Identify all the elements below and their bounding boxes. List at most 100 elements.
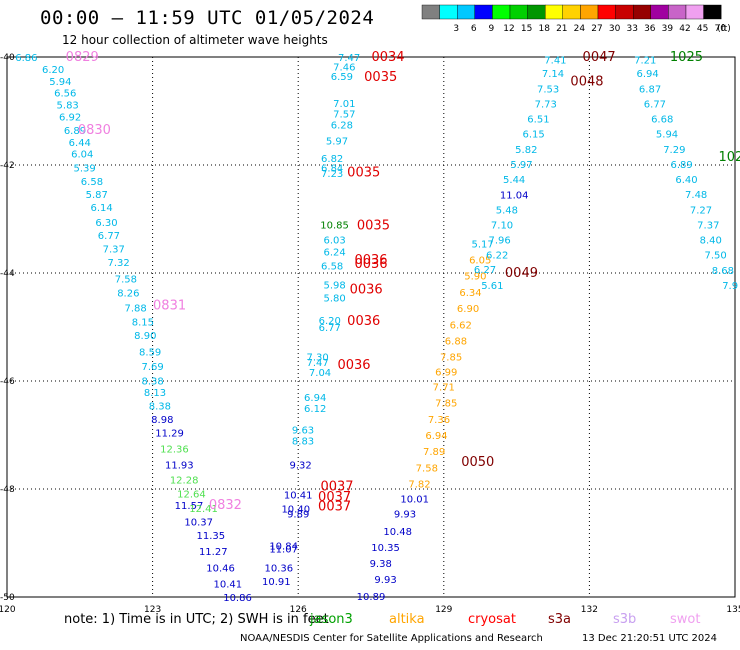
legend-swatch [545,4,564,20]
wave-height-point: 7.46 [333,63,355,74]
wave-height-point: 5.39 [74,164,96,175]
data-points: 6.866.205.946.565.836.926.896.446.045.39… [15,50,740,604]
y-tick-label: -40 [0,53,15,63]
wave-height-point: 10.41 [214,580,243,591]
x-tick-label: 129 [435,605,452,615]
legend-swatch [527,4,546,20]
wave-height-point: 12.36 [160,445,189,456]
wave-height-point: 6.40 [675,175,697,186]
y-tick-label: -44 [0,269,15,279]
legend-tick-label: 3 [453,24,459,34]
wave-height-point: 5.94 [49,77,71,88]
wave-height-point: 6.88 [445,337,467,348]
x-tick-label: 126 [290,605,307,615]
wave-height-point: 9.63 [292,426,314,437]
wave-height-point: 8.40 [700,236,722,247]
wave-height-point: 6.82 [321,154,343,165]
legend-swatch [562,4,581,20]
time-label: 0036 [354,253,387,268]
wave-height-point: 6.30 [95,218,117,229]
legend-swatch [668,4,687,20]
legend-swatch [615,4,634,20]
legend-swatch [633,4,652,20]
wave-height-point: 11.07 [269,544,298,555]
footer-timestamp: 13 Dec 21:20:51 UTC 2024 [582,633,717,644]
wave-height-point: 5.98 [323,280,345,291]
wave-height-point: 9.38 [370,559,392,570]
wave-height-point: 6.03 [323,236,345,247]
legend-swatch [474,4,493,20]
x-tick-label: 135 [726,605,740,615]
wave-height-point: 7.96 [488,236,510,247]
chart-title: 00:00 – 11:59 UTC 01/05/2024 [40,7,375,29]
time-label: 0036 [354,257,387,272]
chart-subtitle: 12 hour collection of altimeter wave hei… [62,33,328,47]
wave-height-point: 7.47 [338,53,360,64]
legend-tick-label: 70 [714,24,726,34]
wave-height-point: 5.94 [656,130,678,141]
wave-height-point: 6.22 [486,251,508,262]
time-label: 0831 [153,298,186,313]
wave-height-point: 6.20 [319,316,341,327]
wave-height-point: 11.57 [175,501,204,512]
time-label: 0037 [318,490,351,505]
wave-height-point: 7.37 [697,220,719,231]
legend-tick-label: 21 [556,24,567,34]
legend-tick-label: 45 [697,24,708,34]
legend-unit-label: (ft) [717,24,731,34]
legend-swatch [421,4,440,20]
time-label: 0048 [570,74,603,89]
x-tick-label: 120 [0,605,16,615]
wave-height-point: 10.86 [223,593,252,604]
wave-height-point: 12.64 [177,489,206,500]
legend-tick-label: 39 [662,24,674,34]
wave-height-point: 7.36 [428,415,450,426]
wave-height-point: 7.04 [309,368,331,379]
sat-cryosat: cryosat [468,612,516,627]
y-tick-label: -46 [0,377,15,387]
wave-height-point: 6.05 [469,256,491,267]
wave-height-point: 5.97 [326,137,348,148]
wave-height-point: 7.29 [663,145,685,156]
wave-height-point: 6.94 [304,393,326,404]
plot-frame [6,56,736,598]
wave-height-point: 11.93 [165,461,194,472]
wave-height-point: 7.58 [416,463,438,474]
axis-ticks: 120 123 126 129 132 135 -40 -42 -44 -46 -48 -50 [0,53,740,615]
time-label: 0050 [461,455,494,470]
time-label: 0037 [320,479,353,494]
grid [7,57,735,597]
wave-height-point: 7.50 [704,251,726,262]
legend-swatch [650,4,669,20]
sat-altika: altika [389,612,425,627]
wave-height-point: 8.15 [132,318,154,329]
wave-height-point: 5.48 [496,205,518,216]
wave-height-point: 7.82 [408,480,430,491]
wave-height-point: 5.97 [510,160,532,171]
footer-credit: NOAA/NESDIS Center for Satellite Applica… [240,633,543,644]
time-label: 0832 [209,498,242,513]
wave-height-point: 6.87 [639,84,661,95]
time-label: 1025 [670,50,703,65]
legend-tick-label: 15 [521,24,532,34]
wave-height-point: 10.41 [284,490,313,501]
wave-height-point: 7.10 [491,220,513,231]
time-label: 0036 [347,314,380,329]
y-tick-label: -48 [0,485,15,495]
time-label: 0035 [364,70,397,85]
wave-height-point: 6.12 [304,404,326,415]
wave-height-point: 7.73 [535,99,557,110]
wave-height-point: 7.41 [544,56,566,67]
wave-height-point: 8.26 [117,288,139,299]
sat-s3a: s3a [548,612,572,627]
wave-height-point: 7.32 [107,258,129,269]
time-label: 0036 [350,283,383,298]
wave-height-point: 6.68 [651,115,673,126]
wave-height-point: 6.44 [69,138,91,149]
legend-swatch [685,4,704,20]
wave-height-point: 11.35 [197,531,226,542]
wave-height-point: 6.94 [425,431,447,442]
wave-height-point: 6.58 [81,177,103,188]
sat-jason3: jason3 [310,612,353,627]
wave-height-point: 7.47 [306,358,328,369]
